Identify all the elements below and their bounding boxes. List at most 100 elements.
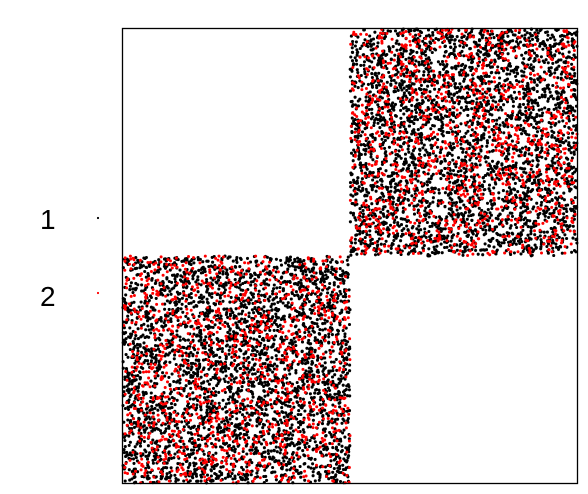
scatter-point <box>209 468 213 472</box>
scatter-point <box>246 473 250 477</box>
scatter-point <box>192 300 196 304</box>
scatter-point <box>207 367 211 371</box>
scatter-point <box>257 416 261 420</box>
scatter-point <box>317 388 321 392</box>
scatter-point <box>150 429 154 433</box>
scatter-point <box>526 233 530 237</box>
scatter-point <box>347 322 352 327</box>
scatter-point <box>192 305 196 309</box>
scatter-point <box>221 272 225 276</box>
scatter-point <box>497 56 501 60</box>
scatter-point <box>276 420 280 424</box>
scatter-point <box>201 419 205 423</box>
scatter-point <box>157 263 161 267</box>
scatter-point <box>344 270 348 274</box>
scatter-point <box>199 283 203 287</box>
scatter-point <box>255 420 259 424</box>
scatter-point <box>149 359 154 363</box>
scatter-point <box>410 174 414 178</box>
scatter-point <box>407 150 411 154</box>
scatter-point <box>249 336 253 340</box>
scatter-point <box>476 64 480 68</box>
scatter-point <box>206 309 210 313</box>
scatter-point <box>554 207 558 211</box>
scatter-point <box>209 276 213 280</box>
scatter-point <box>195 304 199 308</box>
scatter-point <box>270 471 274 475</box>
scatter-point <box>211 260 215 264</box>
scatter-point <box>272 338 276 342</box>
scatter-point <box>293 257 297 261</box>
scatter-point <box>174 479 178 483</box>
scatter-point <box>419 138 423 142</box>
scatter-point <box>173 274 177 278</box>
scatter-point <box>138 370 142 374</box>
scatter-point <box>153 356 157 360</box>
scatter-point <box>309 292 313 296</box>
scatter-point <box>474 248 478 252</box>
scatter-point <box>224 374 228 378</box>
scatter-point <box>211 375 215 379</box>
scatter-point <box>310 362 314 366</box>
scatter-point <box>229 295 233 299</box>
scatter-point <box>501 189 505 193</box>
scatter-point <box>205 411 209 415</box>
scatter-point <box>572 53 576 57</box>
scatter-point <box>153 281 157 286</box>
scatter-point <box>324 433 328 438</box>
scatter-point <box>139 422 143 426</box>
scatter-point <box>342 281 346 285</box>
scatter-point <box>143 269 147 274</box>
scatter-point <box>173 284 177 288</box>
scatter-point <box>328 298 332 302</box>
scatter-point <box>133 396 137 400</box>
scatter-point <box>199 328 203 332</box>
scatter-point <box>199 479 203 483</box>
scatter-point <box>202 339 206 343</box>
scatter-point <box>162 321 166 325</box>
scatter-point <box>343 334 347 339</box>
scatter-point <box>551 238 555 242</box>
scatter-point <box>170 372 174 376</box>
scatter-point <box>393 73 397 77</box>
scatter-point <box>292 336 296 340</box>
scatter-point <box>127 443 131 447</box>
scatter-point <box>350 116 354 120</box>
scatter-point <box>394 81 398 85</box>
scatter-point <box>243 433 247 437</box>
scatter-point <box>414 59 418 63</box>
scatter-point <box>338 267 342 271</box>
scatter-point <box>272 283 276 287</box>
scatter-point <box>142 439 146 443</box>
scatter-point <box>272 302 276 306</box>
scatter-point <box>201 300 205 304</box>
scatter-point <box>217 390 221 394</box>
scatter-point <box>145 304 149 308</box>
scatter-point <box>288 372 292 376</box>
scatter-point <box>428 202 432 206</box>
scatter-point <box>512 251 516 255</box>
scatter-point <box>489 213 493 217</box>
scatter-point <box>278 451 282 455</box>
scatter-point <box>153 428 157 432</box>
scatter-point <box>186 465 190 470</box>
scatter-point <box>459 242 463 246</box>
scatter-point <box>271 289 275 293</box>
scatter-point <box>468 201 472 205</box>
scatter-point <box>126 355 130 359</box>
scatter-point <box>233 278 237 282</box>
scatter-point <box>343 435 347 439</box>
scatter-point <box>131 340 135 344</box>
scatter-point <box>325 305 329 309</box>
scatter-point <box>206 301 210 305</box>
legend-marker-series-1 <box>96 216 100 220</box>
scatter-point <box>150 347 154 351</box>
scatter-point <box>532 65 536 69</box>
scatter-point <box>564 139 568 143</box>
scatter-point <box>274 270 278 274</box>
scatter-point <box>132 300 136 304</box>
scatter-point <box>231 468 235 472</box>
legend-label-series-2: 2 <box>40 281 56 312</box>
scatter-point <box>279 335 284 339</box>
